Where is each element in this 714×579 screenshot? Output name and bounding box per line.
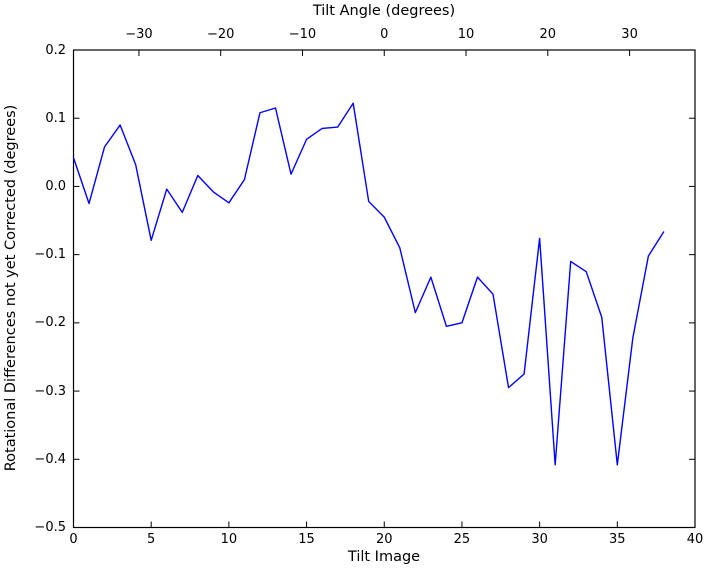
x-tick-label: 5: [147, 532, 156, 547]
y-tick-label: −0.4: [34, 451, 66, 467]
y-tick-label: 0.2: [45, 42, 66, 58]
y-tick-label: −0.1: [34, 247, 66, 263]
data-line-rotational-difference: [72, 102, 665, 466]
top-tick-label: 0: [380, 27, 389, 42]
top-tick-label: −10: [288, 27, 317, 42]
top-tick-label: 30: [621, 27, 638, 42]
top-tick-label: 10: [457, 27, 475, 42]
top-axis-title: Tilt Angle (degrees): [312, 3, 456, 19]
x-tick-label: 0: [69, 532, 78, 547]
y-tick-label: −0.2: [34, 315, 66, 331]
x-tick-label: 20: [375, 532, 393, 547]
x-tick-label: 40: [686, 532, 704, 547]
y-tick-label: 0.0: [45, 178, 66, 194]
top-tick-label: −20: [206, 27, 235, 42]
x-tick-label: 30: [531, 532, 548, 547]
x-tick-label: 10: [220, 532, 238, 547]
x-tick-label: 35: [609, 532, 626, 547]
y-tick-label: 0.1: [45, 110, 66, 126]
y-axis-label: Rotational Differences not yet Corrected…: [3, 104, 19, 472]
x-tick-label: 15: [298, 532, 315, 547]
plot-border: [72, 49, 696, 529]
y-tick-label: −0.3: [34, 383, 66, 399]
top-tick-label: −30: [125, 27, 153, 42]
x-tick-label: 25: [453, 532, 471, 547]
y-tick-label: −0.5: [34, 520, 66, 535]
x-axis-label: Tilt Image: [347, 549, 421, 565]
top-tick-label: 20: [539, 27, 557, 42]
